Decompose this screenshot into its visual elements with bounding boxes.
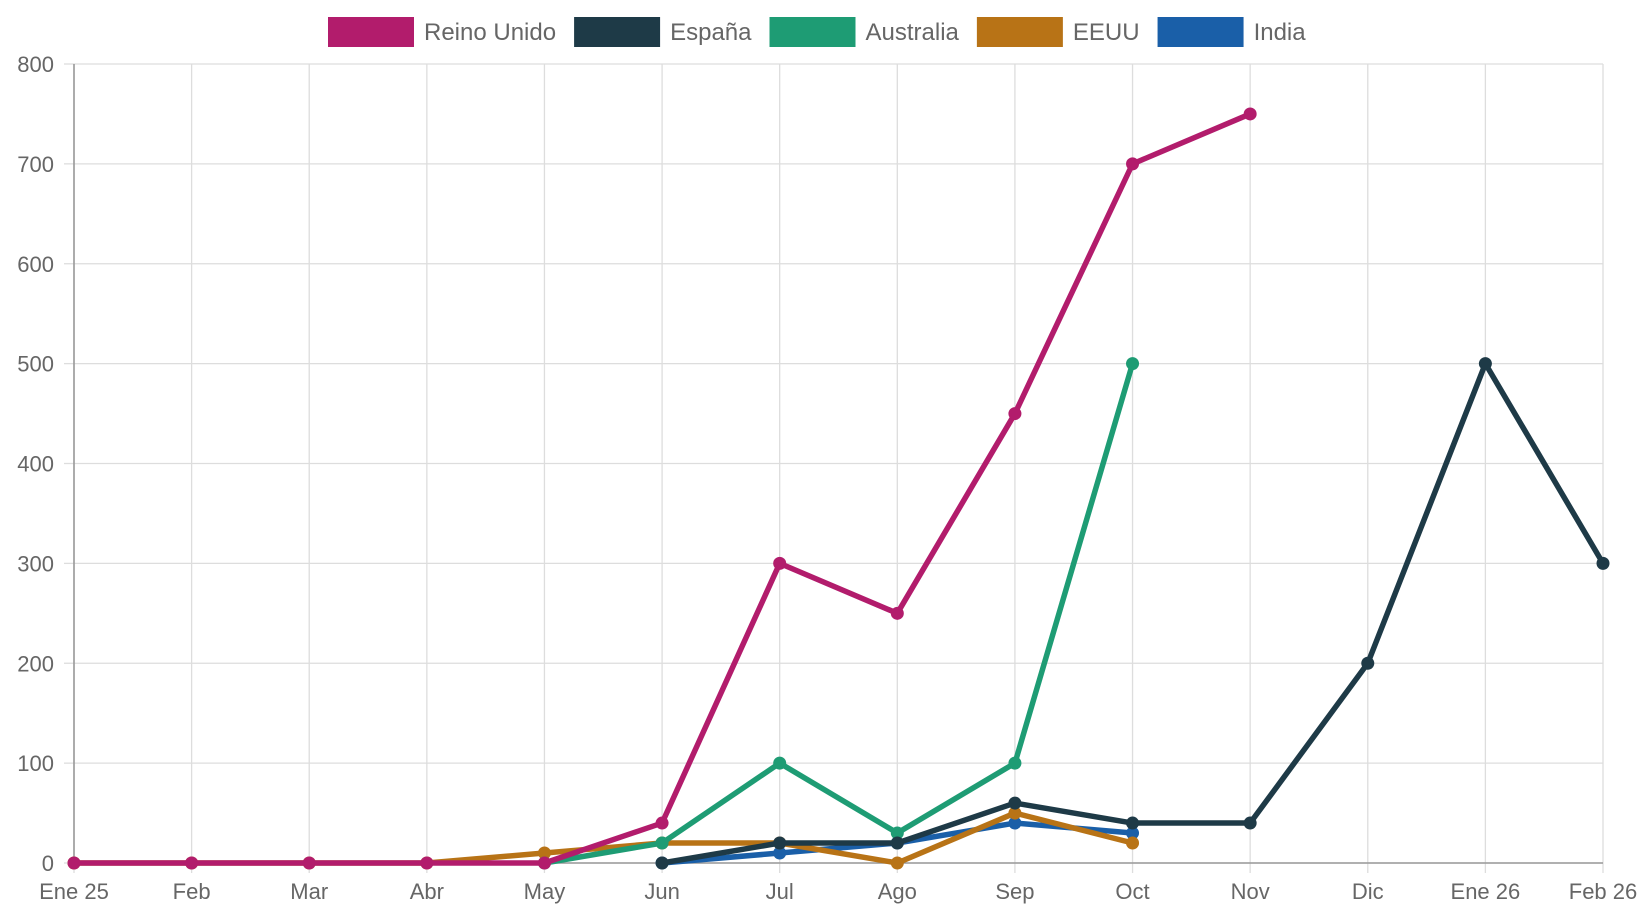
x-tick-label: Sep — [995, 879, 1034, 904]
data-point-reino-unido — [1008, 407, 1022, 421]
x-tick-label: Ene 25 — [39, 879, 109, 904]
x-tick-label: Oct — [1115, 879, 1149, 904]
x-tick-label: Jun — [644, 879, 679, 904]
data-point-eeuu — [1008, 806, 1022, 820]
y-tick-label: 700 — [17, 152, 54, 177]
series-line-australia — [541, 360, 1136, 866]
series-espana — [655, 357, 1610, 870]
data-point-espana — [1243, 816, 1257, 830]
y-tick-label: 0 — [42, 851, 54, 876]
data-point-australia — [773, 756, 787, 770]
data-point-india — [1008, 816, 1022, 830]
y-axis-ticks: 0 100 200 300 400 500 600 700 800 — [17, 52, 54, 876]
series-reino-unido — [67, 107, 1257, 870]
data-point-espana — [1126, 816, 1140, 830]
data-point-reino-unido — [302, 856, 316, 870]
data-point-australia — [890, 826, 904, 840]
data-point-india — [1126, 826, 1140, 840]
data-point-reino-unido — [655, 816, 669, 830]
legend-label: India — [1254, 19, 1307, 46]
legend-label: España — [670, 19, 752, 46]
data-point-espana — [1008, 796, 1022, 810]
x-tick-label: Ene 26 — [1451, 879, 1521, 904]
y-tick-label: 500 — [17, 352, 54, 377]
y-tick-label: 200 — [17, 651, 54, 676]
data-point-australia — [655, 836, 669, 850]
data-point-espana — [1596, 556, 1610, 570]
data-point-espana — [890, 836, 904, 850]
legend-swatch — [976, 17, 1063, 47]
data-point-eeuu — [890, 856, 904, 870]
data-point-espana — [1478, 357, 1492, 371]
data-point-reino-unido — [185, 856, 199, 870]
grid — [64, 63, 1604, 873]
data-point-australia — [1008, 756, 1022, 770]
legend-item-espana[interactable]: España — [574, 17, 752, 47]
legend-swatch — [769, 17, 856, 47]
legend-item-reino-unido[interactable]: Reino Unido — [328, 17, 556, 47]
data-point-reino-unido — [890, 606, 904, 620]
y-tick-label: 600 — [17, 252, 54, 277]
y-tick-label: 100 — [17, 751, 54, 776]
y-tick-label: 400 — [17, 452, 54, 477]
legend-label: Australia — [866, 19, 960, 46]
data-point-espana — [655, 856, 669, 870]
legend-swatch — [574, 17, 661, 47]
series-group — [67, 107, 1610, 870]
x-axis-ticks: Ene 25 Feb Mar Abr May Jun Jul Ago Sep Oct Nov Dic E… — [39, 879, 1637, 904]
x-tick-label: Nov — [1231, 879, 1270, 904]
data-point-espana — [1361, 656, 1375, 670]
x-tick-label: Abr — [410, 879, 444, 904]
y-tick-label: 300 — [17, 551, 54, 576]
data-point-australia — [1126, 357, 1140, 371]
legend-swatch — [328, 17, 414, 47]
x-tick-label: May — [524, 879, 566, 904]
legend-item-eeuu[interactable]: EEUU — [976, 17, 1140, 47]
data-point-reino-unido — [1126, 157, 1140, 171]
x-tick-label: Jul — [766, 879, 794, 904]
x-tick-label: Dic — [1352, 879, 1384, 904]
data-point-reino-unido — [537, 856, 551, 870]
data-point-eeuu — [1126, 836, 1140, 850]
data-point-reino-unido — [67, 856, 81, 870]
data-point-espana — [773, 836, 787, 850]
x-tick-label: Ago — [878, 879, 917, 904]
data-point-reino-unido — [1243, 107, 1257, 121]
x-tick-label: Feb — [173, 879, 211, 904]
legend[interactable]: Reino Unido España Australia EEUU India — [328, 17, 1306, 47]
data-point-reino-unido — [420, 856, 434, 870]
legend-item-australia[interactable]: Australia — [769, 17, 960, 47]
data-point-eeuu — [537, 846, 551, 860]
legend-swatch — [1157, 17, 1244, 47]
legend-label: EEUU — [1073, 19, 1140, 46]
x-tick-label: Feb 26 — [1569, 879, 1638, 904]
data-point-india — [773, 846, 787, 860]
data-point-reino-unido — [773, 556, 787, 570]
x-tick-label: Mar — [290, 879, 328, 904]
legend-item-india[interactable]: India — [1157, 17, 1307, 47]
y-tick-label: 800 — [17, 52, 54, 77]
legend-label: Reino Unido — [424, 19, 556, 46]
series-australia — [537, 357, 1140, 870]
